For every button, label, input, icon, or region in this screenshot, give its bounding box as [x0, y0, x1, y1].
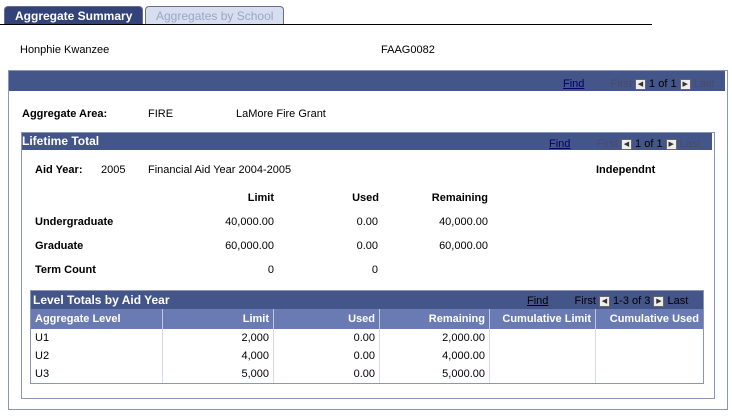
- undergraduate-remaining: 40,000.00: [439, 216, 488, 228]
- col-header-cumulative-limit[interactable]: Cumulative Limit: [490, 309, 596, 329]
- col-header-used: Used: [352, 192, 379, 204]
- cell-remaining: 4,000.00: [380, 347, 490, 365]
- col-header-level-remaining[interactable]: Remaining: [380, 309, 490, 329]
- aggregate-area-description: LaMore Fire Grant: [236, 108, 326, 120]
- cell-used: 0.00: [274, 365, 380, 383]
- aggregate-area-code: FIRE: [148, 108, 174, 120]
- cell-remaining: 5,000.00: [380, 365, 490, 383]
- undergraduate-limit: 40,000.00: [225, 216, 274, 228]
- outer-last-label: Last: [693, 78, 715, 90]
- term-count-limit: 0: [267, 264, 274, 276]
- student-name: Honphie Kwanzee: [20, 44, 110, 56]
- level-totals-header-bar: Level Totals by Aid Year Find First ◀ 1-…: [31, 291, 703, 309]
- cell-limit: 5,000: [163, 365, 274, 383]
- cell-cumulative-used: [596, 329, 703, 347]
- lifetime-prev-icon[interactable]: ◀: [620, 138, 632, 150]
- outer-prev-icon[interactable]: ◀: [634, 78, 646, 90]
- col-header-remaining: Remaining: [431, 192, 488, 204]
- graduate-remaining: 60,000.00: [439, 240, 488, 252]
- cell-remaining: 2,000.00: [380, 329, 490, 347]
- level-totals-position: 1-3 of 3: [613, 295, 651, 307]
- cell-limit: 2,000: [163, 329, 274, 347]
- lifetime-total-box: [21, 132, 715, 399]
- cell-limit: 4,000: [163, 347, 274, 365]
- outer-first-label: First: [610, 78, 632, 90]
- tab-divider: [0, 24, 652, 25]
- row-label-undergraduate: Undergraduate: [35, 216, 114, 228]
- lifetime-position: 1 of 1: [635, 138, 663, 150]
- term-count-used: 0: [371, 264, 378, 276]
- col-header-cumulative-used[interactable]: Cumulative Used: [609, 313, 699, 325]
- lifetime-first-label: First: [596, 138, 618, 150]
- level-totals-first-label: First: [574, 295, 596, 307]
- lifetime-last-label: Last: [679, 138, 701, 150]
- lifetime-next-icon[interactable]: ▶: [665, 138, 677, 150]
- student-id: FAAG0082: [381, 44, 435, 56]
- row-label-term-count: Term Count: [35, 264, 96, 276]
- outer-position: 1 of 1: [649, 78, 677, 90]
- level-totals-find-link[interactable]: Find: [527, 295, 549, 307]
- level-totals-title: Level Totals by Aid Year: [33, 293, 170, 307]
- aid-year-value: 2005: [101, 164, 126, 176]
- table-row: U1 2,000 0.00 2,000.00: [31, 329, 703, 347]
- lifetime-navigation: Find First ◀ 1 of 1 ▶ Last: [549, 138, 701, 150]
- table-row: U2 4,000 0.00 4,000.00: [31, 347, 703, 365]
- lifetime-total-title: Lifetime Total: [22, 134, 100, 148]
- col-header-level-limit[interactable]: Limit: [163, 309, 274, 329]
- outer-navigation: Find First ◀ 1 of 1 ▶ Last: [563, 78, 715, 90]
- tab-aggregate-summary[interactable]: Aggregate Summary: [4, 6, 144, 25]
- col-header-limit: Limit: [247, 192, 274, 204]
- level-totals-column-headers: Aggregate Level Limit Used Remaining Cum…: [31, 309, 703, 329]
- cell-aggregate-level: U3: [31, 365, 163, 383]
- undergraduate-used: 0.00: [356, 216, 378, 228]
- cell-cumulative-limit: [490, 329, 596, 347]
- cell-cumulative-limit: [490, 347, 596, 365]
- level-totals-next-icon[interactable]: ▶: [653, 295, 665, 307]
- aid-year-label: Aid Year:: [35, 164, 83, 176]
- aggregate-area-header-bar: [9, 71, 725, 91]
- cell-used: 0.00: [274, 347, 380, 365]
- level-totals-navigation: Find First ◀ 1-3 of 3 ▶ Last: [527, 295, 688, 307]
- level-totals-prev-icon[interactable]: ◀: [598, 295, 610, 307]
- row-label-graduate: Graduate: [35, 240, 84, 252]
- table-row: U3 5,000 0.00 5,000.00: [31, 365, 703, 383]
- level-totals-last-label: Last: [667, 295, 689, 307]
- col-header-aggregate-level[interactable]: Aggregate Level: [31, 309, 163, 329]
- cell-used: 0.00: [274, 329, 380, 347]
- outer-find-link[interactable]: Find: [563, 78, 585, 90]
- outer-next-icon[interactable]: ▶: [679, 78, 691, 90]
- cell-cumulative-used: [596, 365, 703, 383]
- aid-year-description: Financial Aid Year 2004-2005: [148, 164, 292, 176]
- cell-cumulative-used: [596, 347, 703, 365]
- col-header-level-used[interactable]: Used: [274, 309, 380, 329]
- cell-aggregate-level: U1: [31, 329, 163, 347]
- cell-aggregate-level: U2: [31, 347, 163, 365]
- graduate-limit: 60,000.00: [225, 240, 274, 252]
- dependency-status: Independnt: [596, 164, 656, 176]
- level-totals-grid: Level Totals by Aid Year Find First ◀ 1-…: [30, 290, 704, 384]
- tab-aggregates-by-school[interactable]: Aggregates by School: [145, 6, 285, 25]
- lifetime-find-link[interactable]: Find: [549, 138, 571, 150]
- aggregate-area-label: Aggregate Area:: [22, 108, 108, 120]
- cell-cumulative-limit: [490, 365, 596, 383]
- lifetime-total-header-bar: Lifetime Total: [22, 133, 712, 150]
- graduate-used: 0.00: [356, 240, 378, 252]
- aggregate-area-box: [8, 70, 728, 410]
